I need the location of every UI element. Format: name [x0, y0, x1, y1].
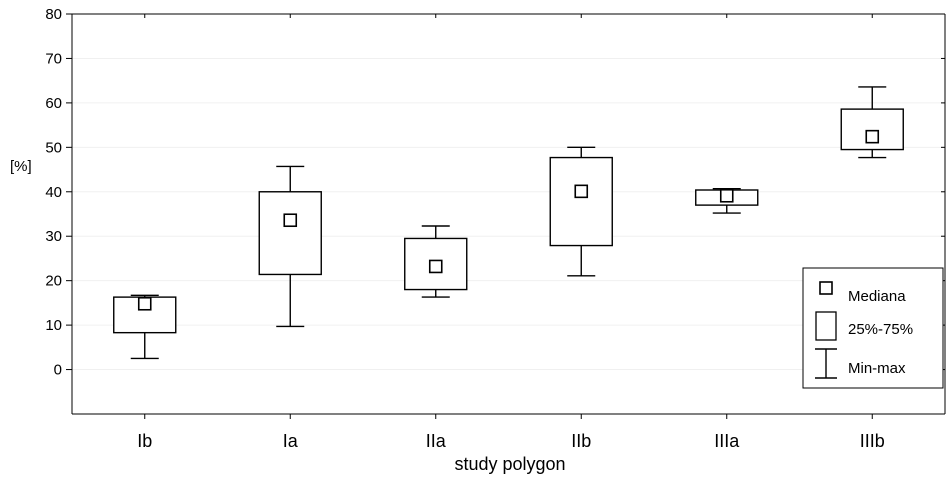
y-tick-label: 0 — [54, 362, 62, 379]
y-tick-label: 30 — [45, 228, 62, 245]
x-tick-label: Ib — [137, 431, 152, 451]
iqr-box — [549, 156, 613, 247]
y-tick-label: 50 — [45, 139, 62, 156]
median-marker — [137, 296, 152, 311]
x-tick-label: Ia — [283, 431, 299, 451]
x-tick-label: IIb — [571, 431, 591, 451]
y-tick-label: 10 — [45, 317, 62, 334]
box-Ia — [258, 165, 322, 328]
iqr-box — [840, 108, 904, 151]
median-marker — [283, 213, 298, 228]
x-tick-label: IIIa — [714, 431, 740, 451]
legend-median-swatch — [819, 281, 833, 295]
legend-box-swatch — [815, 311, 837, 341]
x-axis-label: study polygon — [454, 454, 565, 474]
legend-box-label: 25%-75% — [848, 321, 913, 338]
median-marker — [428, 259, 443, 274]
box-IIa — [404, 225, 468, 298]
y-tick-label: 40 — [45, 184, 62, 201]
iqr-box — [258, 191, 322, 276]
y-tick-label: 20 — [45, 273, 62, 290]
y-tick-label: 80 — [45, 6, 62, 23]
box-Ib — [113, 294, 177, 360]
legend-median-label: Mediana — [848, 288, 906, 305]
axes: 0 10 20 30 40 50 60 70 80 Ib Ia IIa IIb IIIa IIIb — [45, 6, 946, 451]
box-IIIb — [840, 86, 904, 159]
legend-whisker-label: Min-max — [848, 360, 906, 377]
boxes — [113, 86, 904, 360]
median-marker — [865, 129, 880, 144]
legend: Mediana 25%-75% Min-max — [802, 267, 944, 389]
box-IIIa — [695, 187, 759, 214]
box-IIb — [549, 146, 613, 277]
x-tick-label: IIa — [426, 431, 447, 451]
y-tick-label: 70 — [45, 50, 62, 67]
y-tick-label: 60 — [45, 95, 62, 112]
x-tick-label: IIIb — [860, 431, 885, 451]
median-marker — [574, 184, 589, 199]
y-axis-label: [%] — [10, 158, 32, 175]
median-marker — [719, 188, 734, 203]
